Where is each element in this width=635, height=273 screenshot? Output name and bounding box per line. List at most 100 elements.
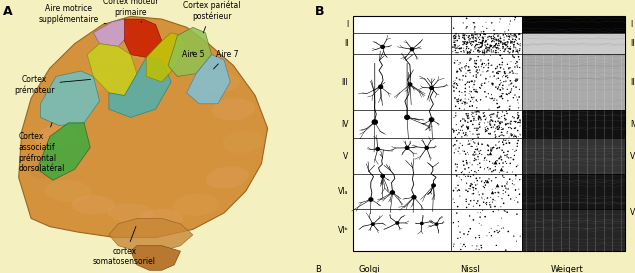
- Point: [515, 41, 525, 46]
- Point: [493, 87, 503, 91]
- Point: [463, 152, 473, 156]
- Point: [515, 65, 525, 70]
- Point: [480, 90, 490, 94]
- Point: [470, 47, 480, 51]
- Point: [460, 152, 471, 156]
- Point: [487, 112, 497, 117]
- Point: [499, 38, 509, 42]
- Point: [474, 122, 485, 127]
- Point: [483, 165, 493, 170]
- Point: [469, 100, 479, 104]
- Point: [454, 34, 464, 39]
- Ellipse shape: [42, 94, 83, 114]
- Point: [492, 101, 502, 106]
- Point: [464, 116, 474, 121]
- Point: [457, 143, 467, 148]
- Circle shape: [404, 115, 410, 119]
- Point: [484, 49, 494, 54]
- Point: [507, 36, 517, 40]
- Point: [505, 161, 516, 165]
- Point: [479, 29, 489, 34]
- Point: [468, 132, 478, 136]
- Point: [478, 39, 488, 44]
- Circle shape: [369, 198, 373, 201]
- Bar: [522, 209, 625, 251]
- Point: [485, 112, 495, 117]
- Point: [462, 25, 472, 29]
- Point: [512, 64, 522, 68]
- Point: [513, 135, 523, 139]
- Point: [449, 38, 459, 43]
- Point: [472, 37, 482, 41]
- Point: [495, 120, 505, 124]
- Circle shape: [381, 45, 384, 48]
- Point: [469, 198, 479, 203]
- Point: [500, 184, 510, 188]
- Point: [476, 33, 486, 37]
- Point: [503, 32, 513, 36]
- Point: [487, 172, 497, 177]
- Text: VI: VI: [630, 208, 635, 217]
- Point: [497, 91, 507, 96]
- Point: [503, 99, 513, 103]
- Point: [479, 81, 490, 85]
- Point: [493, 119, 503, 123]
- Point: [494, 38, 504, 43]
- Point: [495, 120, 505, 124]
- Point: [471, 87, 481, 92]
- Point: [486, 115, 496, 119]
- Point: [492, 66, 502, 70]
- Point: [505, 19, 516, 23]
- Point: [471, 90, 481, 94]
- Point: [458, 34, 468, 38]
- Point: [490, 32, 500, 36]
- Point: [498, 33, 509, 37]
- Point: [457, 90, 467, 94]
- Point: [474, 151, 485, 156]
- Point: [493, 127, 503, 132]
- Point: [476, 44, 486, 49]
- Point: [481, 94, 491, 99]
- Point: [490, 164, 500, 169]
- Point: [497, 63, 507, 67]
- Point: [463, 142, 473, 147]
- Point: [469, 140, 479, 144]
- Point: [498, 140, 508, 144]
- Point: [469, 87, 479, 92]
- Point: [483, 61, 493, 66]
- Point: [511, 33, 521, 37]
- Point: [464, 64, 474, 69]
- Point: [464, 165, 474, 170]
- Point: [495, 139, 505, 144]
- Point: [455, 46, 465, 51]
- Point: [461, 112, 471, 116]
- Point: [491, 37, 502, 42]
- Point: [458, 123, 468, 127]
- Point: [492, 43, 502, 48]
- Circle shape: [396, 222, 399, 224]
- Point: [497, 110, 507, 114]
- Point: [483, 35, 493, 40]
- Point: [481, 43, 491, 48]
- Point: [485, 113, 495, 117]
- Point: [469, 218, 479, 222]
- Point: [452, 162, 462, 167]
- Point: [481, 62, 491, 66]
- Point: [451, 139, 462, 143]
- Point: [504, 156, 514, 160]
- Point: [495, 35, 505, 39]
- Point: [448, 26, 458, 30]
- Point: [491, 46, 502, 50]
- Point: [515, 132, 525, 136]
- Point: [477, 44, 487, 48]
- Point: [480, 38, 490, 43]
- Point: [482, 158, 492, 162]
- Point: [489, 28, 499, 32]
- Point: [492, 228, 502, 233]
- Point: [496, 40, 506, 45]
- Point: [514, 120, 525, 125]
- Point: [453, 127, 464, 132]
- Point: [474, 161, 485, 165]
- Point: [495, 133, 505, 138]
- Point: [478, 192, 488, 196]
